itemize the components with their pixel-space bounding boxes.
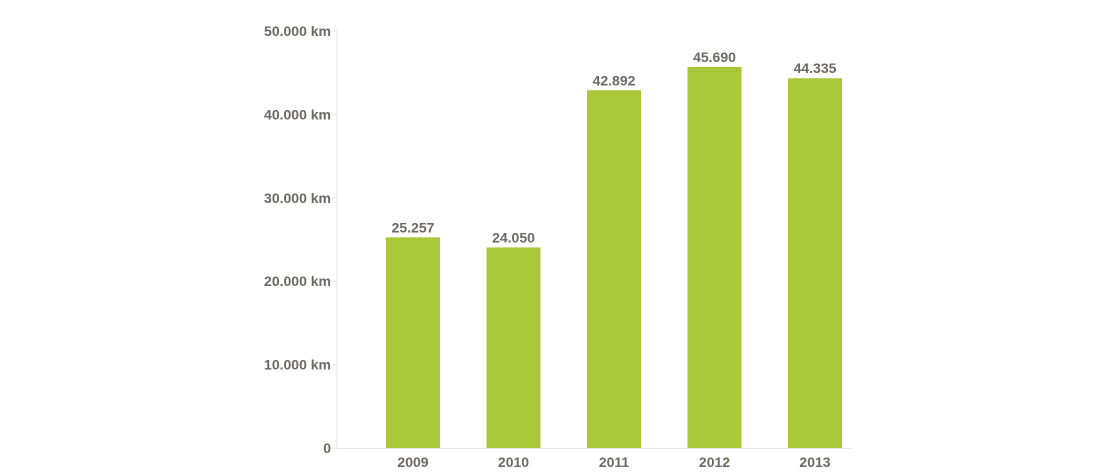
bar-2013 (788, 78, 842, 449)
x-tick-label-2011: 2011 (599, 454, 630, 470)
value-label-2011: 42.892 (593, 72, 636, 88)
bar-2010 (486, 247, 541, 448)
y-tick-label: 50.000 km (264, 23, 331, 39)
value-labels: 25.257 24.050 42.892 45.690 44.335 (392, 49, 837, 245)
bar-2009 (386, 237, 440, 448)
value-label-2012: 45.690 (693, 49, 736, 65)
bar-2012 (687, 66, 742, 448)
value-label-2010: 24.050 (492, 229, 535, 245)
x-tick-label-2010: 2010 (498, 454, 529, 470)
x-tick-label-2013: 2013 (799, 454, 830, 470)
bars (386, 66, 842, 449)
y-tick-label: 40.000 km (264, 106, 331, 122)
y-tick-label: 30.000 km (264, 190, 331, 206)
y-tick-label: 0 (323, 440, 331, 456)
value-label-2009: 25.257 (392, 219, 435, 235)
axes (336, 29, 852, 449)
y-axis-ticks: 0 10.000 km 20.000 km 30.000 km 40.000 km 50.… (264, 23, 337, 456)
x-tick-label-2012: 2012 (699, 454, 730, 470)
y-tick-label: 20.000 km (264, 273, 331, 289)
x-axis-ticks: 2009 2010 2011 2012 2013 (397, 454, 830, 470)
y-tick-label: 10.000 km (264, 357, 331, 373)
value-label-2013: 44.335 (794, 60, 837, 76)
x-tick-label-2009: 2009 (397, 454, 428, 470)
bar-2011 (587, 90, 641, 448)
